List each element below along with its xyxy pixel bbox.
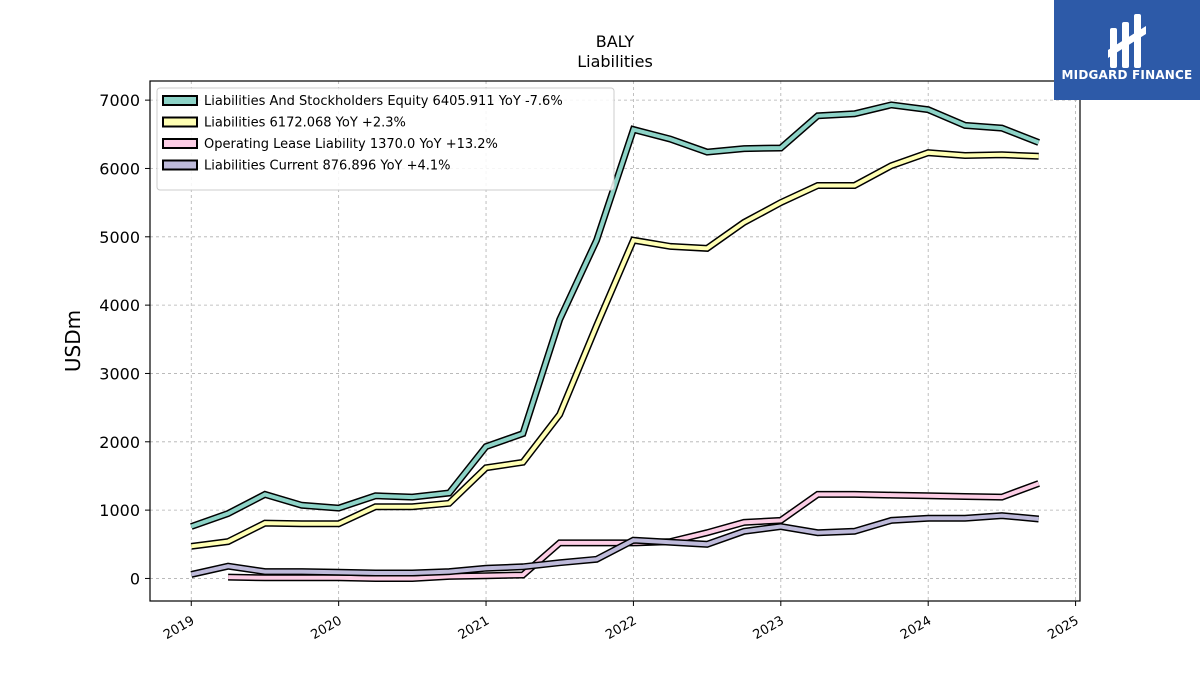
- y-axis: 0 1000 2000 3000 4000 5000 6000 7000: [99, 91, 150, 588]
- series-line-liabilities-current: [190, 513, 1039, 577]
- series-line-liabilities-and-stockholders-equity: [190, 102, 1040, 529]
- y-tick-label: 1000: [99, 501, 140, 520]
- x-tick-label: 2025: [1045, 613, 1081, 643]
- legend-label: Liabilities Current 876.896 YoY +4.1%: [204, 159, 451, 174]
- legend: Liabilities And Stockholders Equity 6405…: [156, 87, 615, 191]
- logo-mark-icon: [1108, 14, 1146, 68]
- legend-swatch: [162, 159, 198, 171]
- legend-swatch: [162, 95, 198, 106]
- logo-text: MIDGARD FINANCE: [1061, 68, 1193, 82]
- x-axis: 2019 2020 2021 2022 2023 2024 2025: [161, 601, 1082, 643]
- x-tick-label: 2019: [161, 613, 197, 643]
- legend-box: [156, 87, 615, 191]
- y-tick-label: 7000: [99, 91, 140, 110]
- x-tick-label: 2023: [751, 613, 787, 643]
- legend-label: Operating Lease Liability 1370.0 YoY +13…: [204, 137, 498, 152]
- legend-swatch: [162, 116, 198, 128]
- y-tick-label: 6000: [99, 159, 140, 178]
- plot-frame: [149, 80, 1081, 602]
- legend-label: Liabilities 6172.068 YoY +2.3%: [204, 116, 406, 131]
- x-tick-label: 2022: [603, 613, 639, 643]
- series-lines: [190, 101, 1040, 582]
- legend-swatch: [162, 138, 198, 149]
- series-line-liabilities: [191, 150, 1039, 549]
- chart-title: BALY: [596, 32, 635, 51]
- x-tick-label: 2020: [308, 613, 344, 643]
- x-tick-label: 2021: [456, 613, 492, 643]
- x-tick-label: 2024: [898, 613, 934, 643]
- y-tick-label: 5000: [99, 228, 140, 247]
- y-tick-label: 3000: [99, 364, 140, 383]
- y-axis-label: USDm: [61, 310, 85, 372]
- y-tick-label: 0: [130, 569, 140, 588]
- y-tick-label: 2000: [99, 433, 140, 452]
- chart-subtitle: Liabilities: [577, 52, 653, 71]
- y-tick-label: 4000: [99, 296, 140, 315]
- legend-label: Liabilities And Stockholders Equity 6405…: [204, 94, 563, 109]
- midgard-finance-logo: MIDGARD FINANCE: [1054, 0, 1200, 100]
- series-outline-liabilities: [190, 149, 1039, 550]
